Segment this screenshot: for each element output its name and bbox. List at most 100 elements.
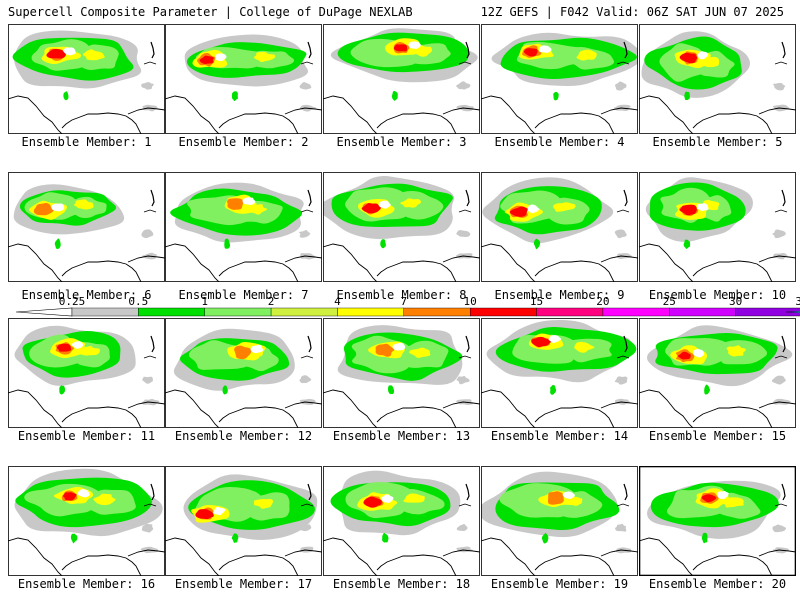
contour-fill-4: [253, 51, 276, 63]
great-lake-outline: [150, 335, 155, 353]
coastline: [127, 107, 165, 115]
panel-frame: [165, 318, 322, 428]
ensemble-member-panel[interactable]: [8, 172, 165, 282]
contour-fill-7: [33, 203, 54, 216]
member-caption: Ensemble Member: 6: [21, 288, 152, 302]
contour-fill-0-5: [704, 384, 711, 395]
ensemble-member-panel[interactable]: [481, 318, 638, 428]
great-lake-outline: [616, 355, 630, 359]
contour-fill-4: [246, 204, 268, 215]
contour-fill-0-5: [70, 533, 78, 544]
no-value-hole: [697, 51, 708, 60]
no-value-hole: [213, 506, 226, 516]
scp-map: [323, 24, 480, 134]
great-lake-outline: [781, 335, 786, 353]
contour-fill-0-25: [299, 82, 312, 90]
legend-swatch: [669, 307, 736, 317]
great-lake-outline: [623, 41, 628, 59]
legend-tick-label: 4: [334, 296, 341, 308]
ensemble-member-panel[interactable]: [481, 24, 638, 134]
contour-fill-7: [548, 491, 564, 505]
ensemble-member-panel[interactable]: [8, 318, 165, 428]
coastline: [442, 255, 480, 263]
legend-tick-label: 25: [663, 296, 676, 308]
great-lake-outline: [300, 209, 314, 213]
ensemble-member-panel[interactable]: [8, 24, 165, 134]
contour-fill-0-5: [550, 384, 557, 395]
ensemble-member-panel[interactable]: [165, 466, 322, 576]
great-lake-outline: [623, 483, 628, 501]
coastline: [165, 95, 299, 134]
legend-tick-label: 0.25: [59, 296, 86, 308]
ensemble-member-panel[interactable]: [639, 466, 796, 576]
great-lake-outline: [465, 41, 470, 59]
scp-map: [481, 24, 638, 134]
legend-tick-label: 10: [464, 296, 477, 308]
panel-frame: [323, 24, 480, 134]
contour-fill-0-5: [684, 91, 690, 101]
coastline: [165, 537, 299, 576]
legend-tick-label: 7: [401, 296, 408, 308]
panel-frame: [639, 318, 796, 428]
coastline: [284, 255, 322, 263]
legend-swatch: [403, 307, 471, 317]
ensemble-member-panel[interactable]: [639, 318, 796, 428]
legend-swatch: [536, 307, 604, 317]
coastline: [758, 255, 796, 263]
legend-tick-label: 15: [530, 296, 543, 308]
contour-fill-10: [62, 492, 77, 501]
ensemble-member-panel[interactable]: [639, 172, 796, 282]
ensemble-member-panel[interactable]: [165, 318, 322, 428]
contour-fill-4: [574, 341, 595, 353]
legend-swatch: [469, 307, 537, 317]
great-lake-outline: [623, 189, 628, 207]
ensemble-member-panel[interactable]: [8, 466, 165, 576]
scp-map: [639, 24, 796, 134]
great-lake-outline: [143, 209, 157, 213]
ensemble-member-panel[interactable]: [165, 172, 322, 282]
ensemble-member-panel[interactable]: [323, 318, 480, 428]
product-title: Supercell Composite Parameter | College …: [8, 5, 413, 19]
great-lake-outline: [307, 483, 312, 501]
no-value-hole: [538, 45, 552, 53]
ensemble-member-panel[interactable]: [639, 24, 796, 134]
contour-fill-10: [523, 48, 538, 57]
contour-fill-0-25: [456, 524, 468, 532]
contour-fill-4: [79, 346, 100, 356]
great-lake-outline: [774, 61, 788, 65]
great-lake-outline: [781, 483, 786, 501]
coastline: [8, 95, 142, 134]
panel-frame: [481, 24, 638, 134]
ensemble-member-panel[interactable]: [481, 466, 638, 576]
ensemble-member-panel[interactable]: [481, 172, 638, 282]
ensemble-member-panel[interactable]: [165, 24, 322, 134]
run-valid-time: 12Z GEFS | F042 Valid: 06Z SAT JUN 07 20…: [480, 5, 784, 19]
great-lake-outline: [616, 209, 630, 213]
contour-fill-0-5: [382, 532, 389, 543]
great-lake-outline: [150, 41, 155, 59]
contour-fill-0-25: [771, 375, 786, 385]
contour-fill-0-25: [456, 81, 471, 90]
ensemble-member-panel[interactable]: [323, 466, 480, 576]
great-lake-outline: [465, 483, 470, 501]
member-caption: Ensemble Member: 7: [178, 288, 309, 302]
great-lake-outline: [465, 189, 470, 207]
contour-fill-4: [400, 198, 422, 208]
coastline: [639, 95, 773, 134]
no-value-hole: [215, 53, 227, 62]
contour-fill-0-5: [380, 239, 386, 249]
contour-fill-0-5: [391, 90, 398, 101]
contour-fill-10: [46, 48, 66, 59]
ensemble-member-panel[interactable]: [323, 24, 480, 134]
legend-swatch: [204, 307, 272, 317]
great-lake-outline: [143, 503, 157, 507]
contour-fill-10: [531, 336, 551, 348]
great-lake-outline: [300, 503, 314, 507]
coastline: [284, 549, 322, 557]
scp-map: [481, 466, 638, 576]
contour-fill-0-25: [772, 524, 787, 533]
great-lake-outline: [781, 189, 786, 207]
contour-fill-4: [82, 49, 105, 61]
ensemble-member-panel[interactable]: [323, 172, 480, 282]
contour-fill-0-25: [456, 375, 470, 385]
